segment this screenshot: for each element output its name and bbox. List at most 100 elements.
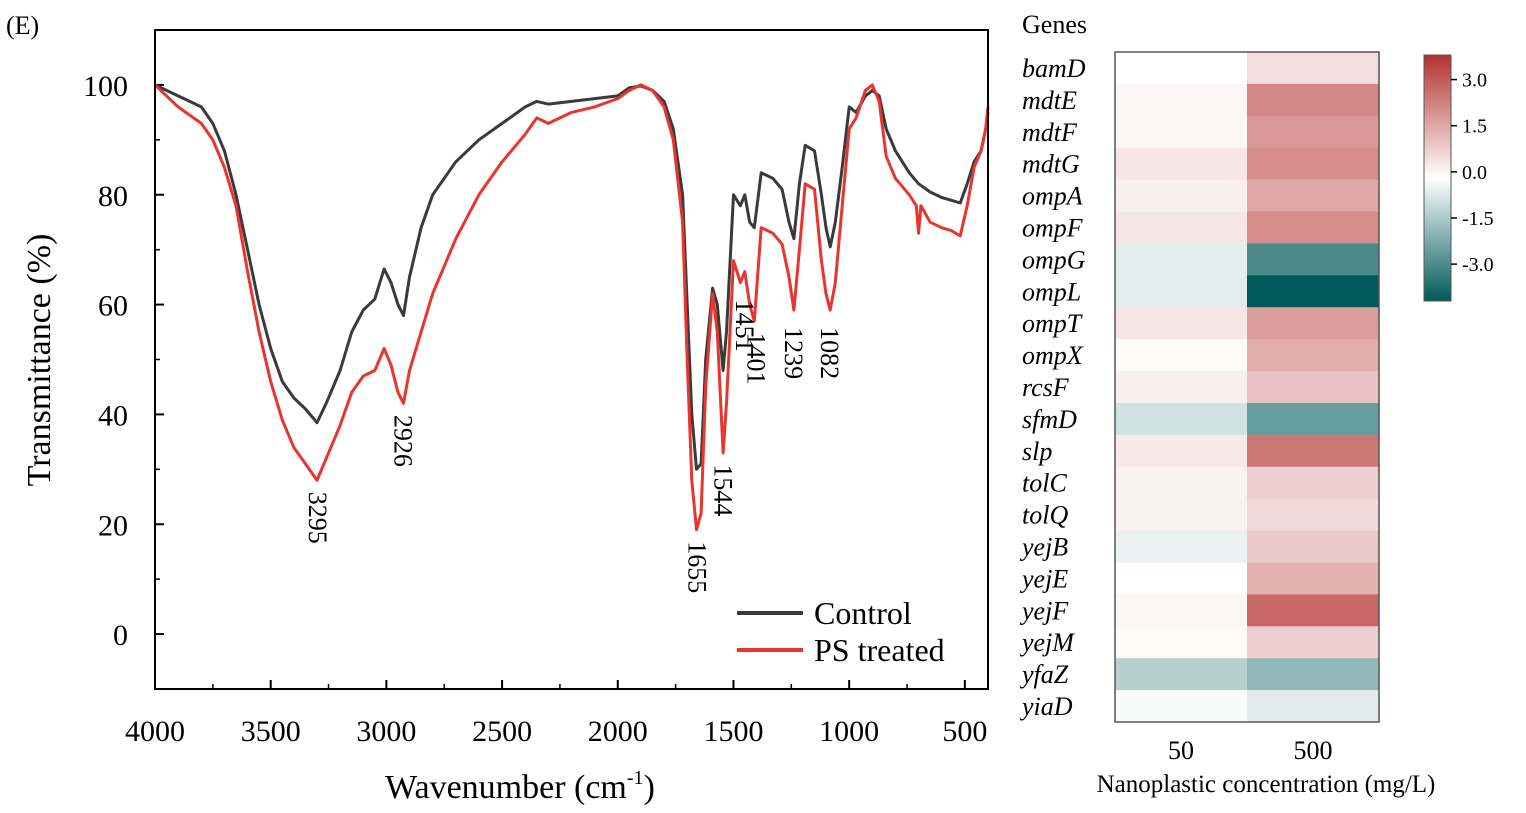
- heatmap-cell: [1247, 275, 1380, 308]
- y-tick-label: 40: [98, 399, 128, 432]
- heatmap-cell: [1247, 371, 1380, 404]
- heatmap-row-label: yiaD: [1019, 692, 1073, 721]
- heatmap-cell: [1247, 658, 1380, 691]
- x-tick-label: 2000: [588, 715, 648, 748]
- heatmap-cell: [1115, 115, 1248, 149]
- heatmap-cell: [1115, 530, 1248, 563]
- x-tick-label: 3000: [356, 715, 416, 748]
- heatmap-cell: [1115, 211, 1248, 244]
- heatmap-row-label: yejE: [1019, 564, 1068, 593]
- colorbar-tick-label: 1.5: [1462, 116, 1487, 138]
- heatmap-row-label: ompA: [1022, 182, 1083, 211]
- y-tick-label: 20: [98, 509, 128, 542]
- ftir-chart: 4000 3500 3000 2500 2000 1500 1000 500 0 20 40 60 80…: [21, 29, 990, 806]
- heatmap-cell: [1115, 179, 1248, 213]
- heatmap-cell: [1247, 466, 1380, 500]
- heatmap-cell: [1115, 626, 1248, 659]
- heatmap-cell: [1115, 52, 1248, 85]
- heatmap-cell: [1247, 530, 1380, 563]
- ftir-plot-frame: [154, 29, 989, 690]
- heatmap-column-labels: 50 500: [1168, 736, 1333, 765]
- heatmap-cell: [1247, 626, 1380, 659]
- heatmap-cell: [1115, 498, 1248, 532]
- heatmap-row-label: yejF: [1019, 596, 1069, 625]
- peak-annotation: 1544: [708, 464, 737, 516]
- heatmap-cell: [1247, 594, 1380, 627]
- heatmap-cell: [1115, 83, 1248, 117]
- legend-label-ps-treated: PS treated: [814, 632, 945, 668]
- heatmap-x-axis-label: Nanoplastic concentration (mg/L): [1097, 771, 1436, 798]
- colorbar-tick-label: -1.5: [1462, 208, 1494, 230]
- ftir-axis-ticks: 4000 3500 3000 2500 2000 1500 1000 500 0 20 40 60 80…: [83, 29, 987, 748]
- heatmap-row-label: tolC: [1022, 469, 1067, 498]
- heatmap-cell: [1247, 307, 1380, 340]
- heatmap-row-label: ompG: [1022, 245, 1086, 274]
- heatmap-row-label: ompT: [1022, 309, 1083, 338]
- ftir-x-axis-label: Wavenumber (cm-1): [385, 767, 655, 806]
- heatmap-cell: [1247, 211, 1380, 244]
- heatmap-row-label: yejM: [1019, 628, 1075, 657]
- heatmap-cell: [1247, 115, 1380, 149]
- heatmap-cell: [1115, 371, 1248, 404]
- x-tick-label: 500: [942, 715, 987, 748]
- heatmap-title: Genes: [1022, 10, 1087, 39]
- heatmap-cell: [1247, 690, 1380, 723]
- peak-annotation: 3295: [303, 492, 332, 544]
- peak-annotation: 1239: [779, 327, 808, 379]
- heatmap-frame: [1114, 51, 1380, 723]
- heatmap-row-label: slp: [1022, 437, 1052, 466]
- heatmap-cell: [1115, 690, 1248, 723]
- peak-annotation: 2926: [389, 415, 418, 467]
- heatmap-row-label: sfmD: [1022, 405, 1077, 434]
- colorbar-ticks: 3.0 1.5 0.0 -1.5 -3.0: [1451, 70, 1494, 276]
- heatmap-row-label: mdtG: [1022, 150, 1080, 179]
- heatmap-cell: [1247, 434, 1380, 468]
- series-line-control: [154, 83, 990, 471]
- heatmap-cell: [1115, 147, 1248, 181]
- heatmap-row-label: rcsF: [1022, 373, 1070, 402]
- heatmap-row-label: tolQ: [1022, 501, 1068, 530]
- colorbar-tick-label: 3.0: [1462, 70, 1487, 92]
- x-tick-label: 1500: [703, 715, 763, 748]
- heatmap-cell: [1247, 498, 1380, 532]
- colorbar: [1423, 54, 1452, 302]
- heatmap-cell: [1115, 307, 1248, 340]
- heatmap-cell: [1247, 52, 1380, 85]
- heatmap-row-label: bamD: [1022, 54, 1086, 83]
- heatmap-cell: [1247, 147, 1380, 181]
- heatmap-row-label: mdtF: [1022, 118, 1078, 147]
- heatmap-cell: [1247, 243, 1380, 276]
- y-tick-label: 100: [83, 70, 128, 103]
- heatmap-cells: [1115, 52, 1380, 723]
- heatmap-cell: [1247, 402, 1380, 436]
- heatmap-column-label: 50: [1168, 736, 1194, 765]
- y-tick-label: 80: [98, 180, 128, 213]
- heatmap-cell: [1115, 594, 1248, 627]
- heatmap-row-label: ompF: [1022, 213, 1084, 242]
- colorbar-tick-label: -3.0: [1462, 254, 1494, 276]
- colorbar-tick-label: 0.0: [1462, 162, 1487, 184]
- peak-annotation: 1401: [741, 333, 770, 385]
- peak-annotation: 1082: [815, 327, 844, 379]
- ftir-y-axis-label: Transmittance (%): [21, 234, 58, 487]
- heatmap-row-label: ompL: [1022, 277, 1081, 306]
- heatmap-cell: [1115, 339, 1248, 372]
- heatmap-row-label: mdtE: [1022, 86, 1077, 115]
- heatmap-cell: [1247, 83, 1380, 117]
- y-tick-label: 60: [98, 290, 128, 323]
- heatmap-cell: [1247, 562, 1380, 595]
- x-tick-label: 3500: [241, 715, 301, 748]
- heatmap-cell: [1115, 658, 1248, 691]
- peak-annotation: 1655: [683, 541, 712, 593]
- x-tick-label: 2500: [472, 715, 532, 748]
- x-tick-label: 4000: [125, 715, 185, 748]
- x-tick-label: 1000: [819, 715, 879, 748]
- heatmap-cell: [1247, 179, 1380, 213]
- ftir-series: [153, 83, 990, 532]
- heatmap-row-label: yejB: [1019, 533, 1068, 562]
- ftir-legend: Control PS treated: [737, 595, 945, 668]
- legend-label-control: Control: [814, 595, 912, 631]
